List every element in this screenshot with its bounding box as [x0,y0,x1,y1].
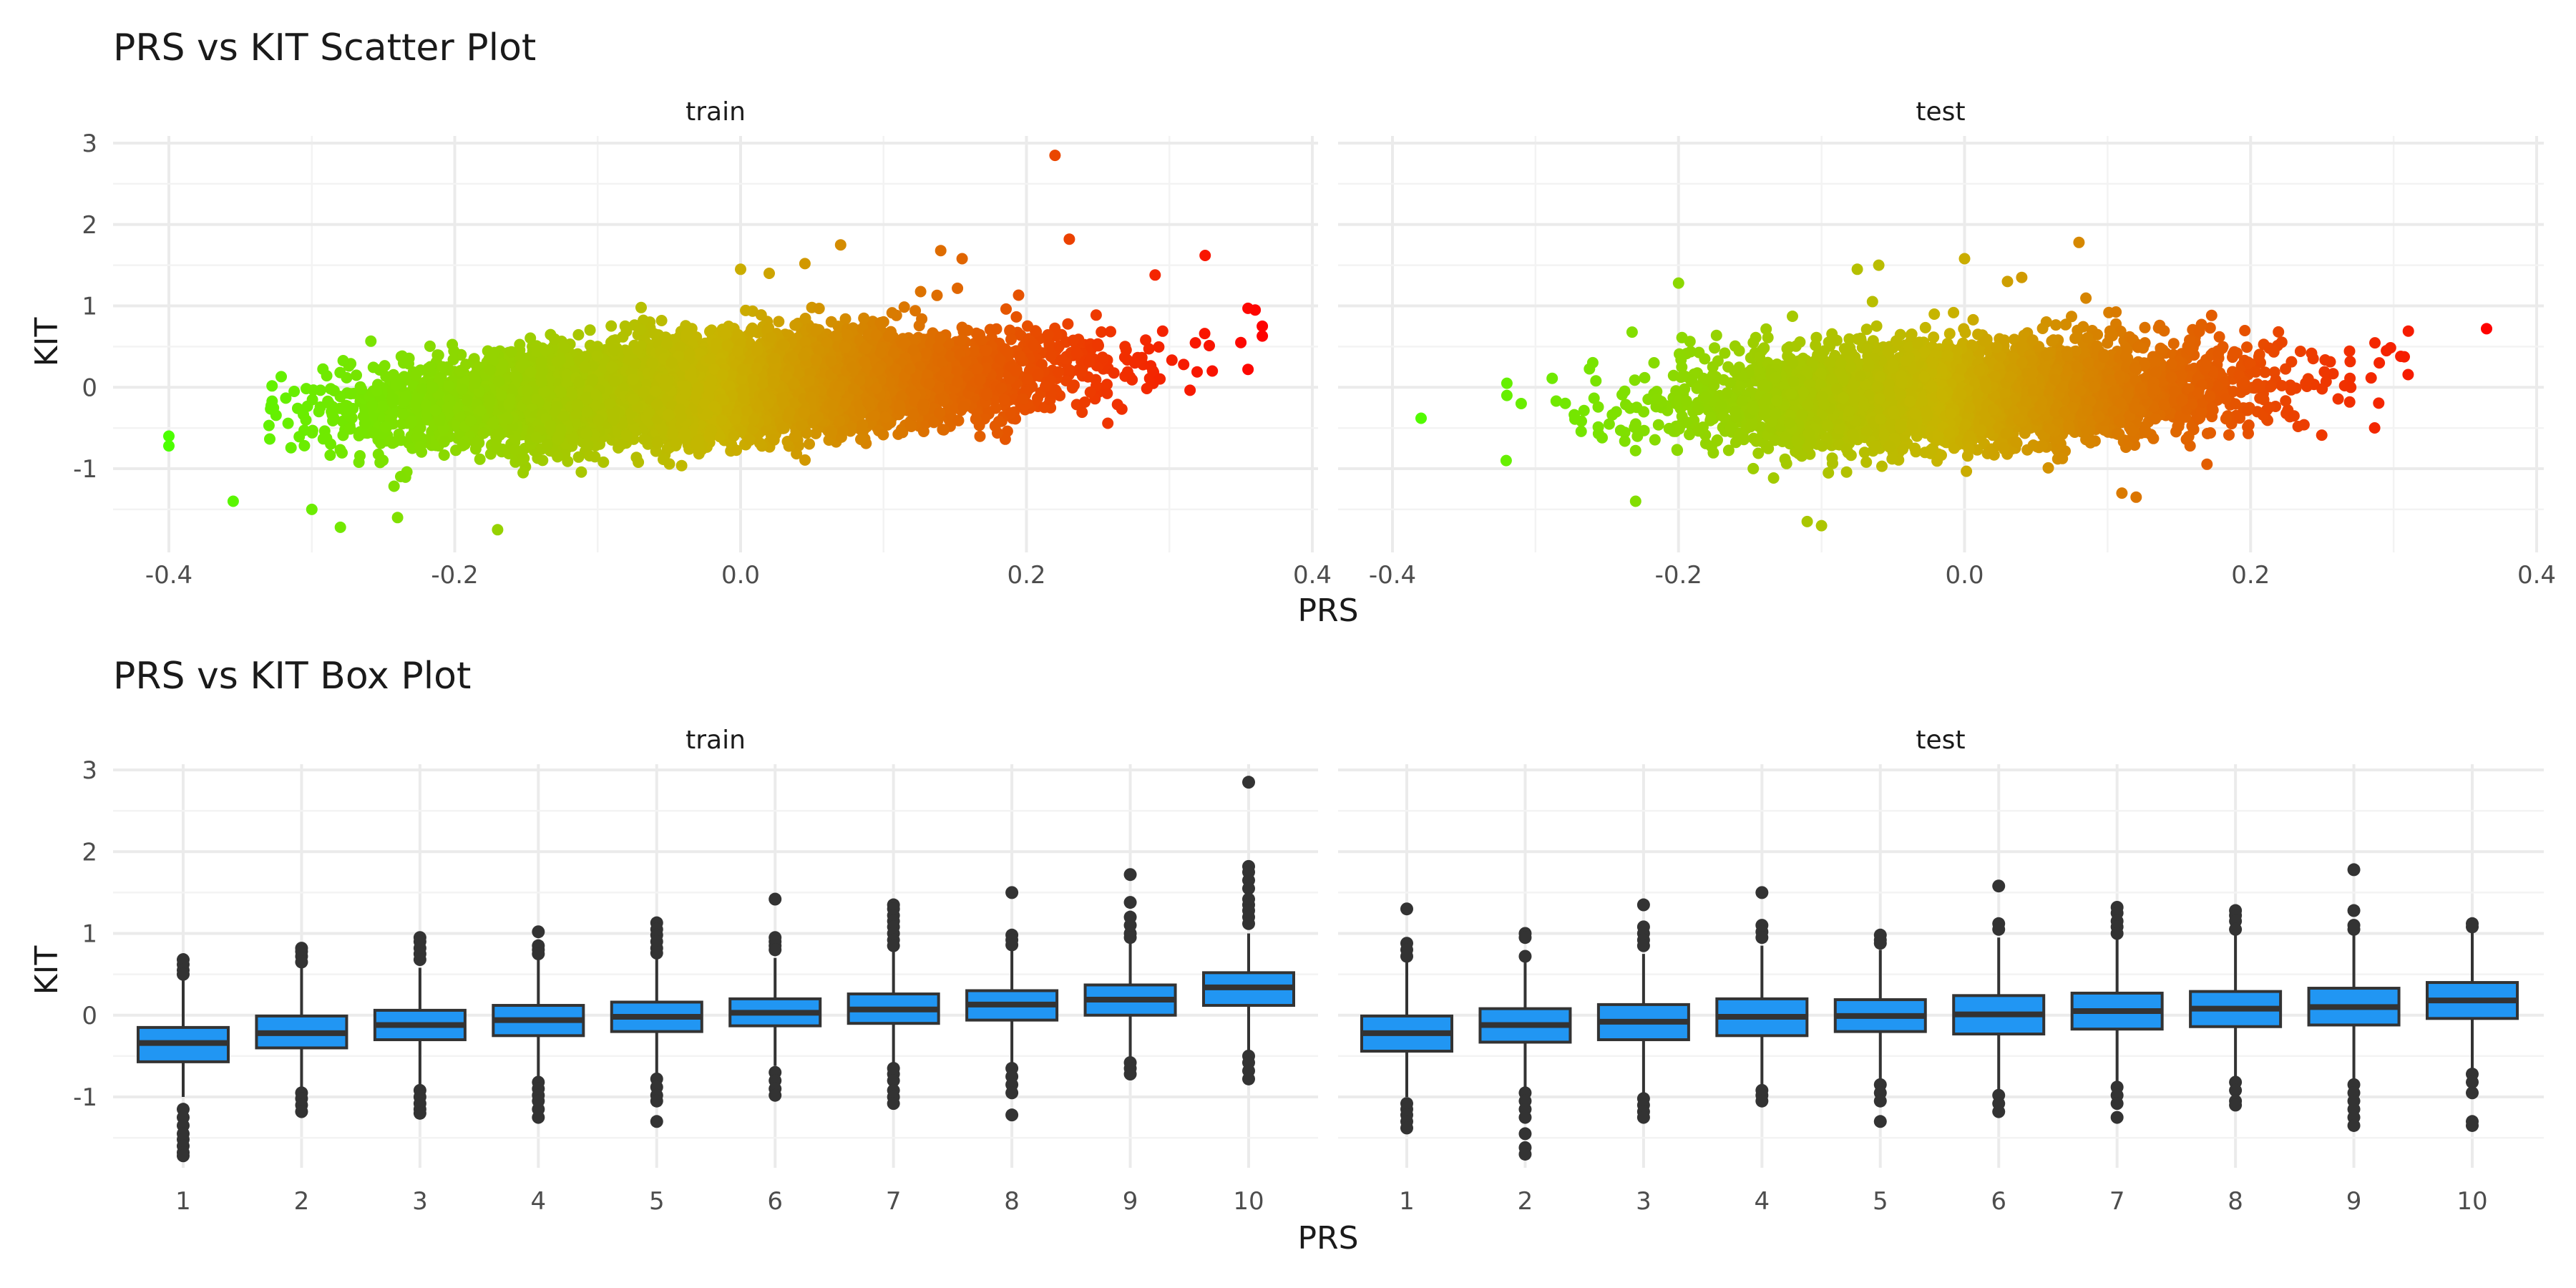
scatter-point [1001,425,1013,437]
scatter-point [1010,311,1023,323]
scatter-point [1076,406,1088,419]
scatter-points-train [163,150,1269,536]
scatter-point [280,392,292,404]
scatter-point [990,323,1002,335]
scatter-facet-label-train: train [686,97,746,127]
scatter-point [365,335,377,347]
scatter-point [1191,366,1203,378]
scatter-point [1204,340,1215,351]
scatter-point [1156,325,1169,337]
scatter-point [1166,354,1178,366]
scatter-point [1111,399,1123,411]
scatter-point [914,286,927,298]
scatter-point [605,320,618,332]
scatter-point [1090,309,1102,321]
scatter-point [432,349,444,361]
scatter-point [336,447,348,459]
scatter-point [799,313,811,324]
scatter-point [537,454,549,467]
scatter-point [655,315,668,326]
scatter-point [474,453,486,465]
scatter-point [282,417,294,429]
scatter-point [825,316,837,328]
scatter-point [675,459,688,472]
scatter-point [575,466,587,478]
scatter-chart: PRS vs KIT Scatter Plot train test -1012… [29,26,2556,629]
scatter-point [264,433,275,445]
scatter-point [1000,303,1012,315]
scatter-point [438,449,450,461]
scatter-point [630,452,643,464]
scatter-point [379,360,391,372]
scatter-title: PRS vs KIT Scatter Plot [113,26,536,69]
scatter-point [367,361,379,374]
scatter-point [799,454,811,466]
scatter-point [572,451,585,463]
scatter-facet-label-test: test [1916,97,1965,127]
scatter-point [1153,341,1165,353]
scatter-point [317,363,329,375]
scatter-point [1062,318,1074,330]
scatter-point [1108,367,1120,379]
scatter-point [584,324,596,336]
scatter-point [424,340,436,352]
scatter-point [1189,337,1201,349]
scatter-point [1119,341,1131,353]
